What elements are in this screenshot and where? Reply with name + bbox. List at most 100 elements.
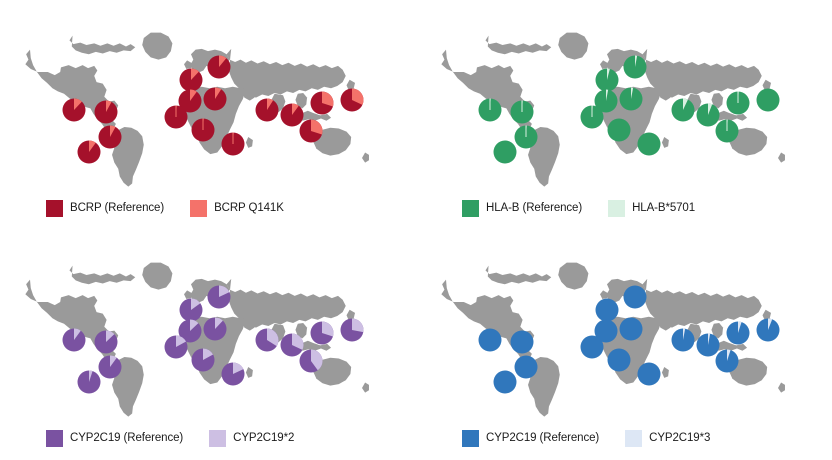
- legend-swatch-cyp2c19-2-reference: [46, 429, 63, 447]
- world-map-cyp2c19-3: [441, 262, 785, 417]
- landmass-path-6: [600, 290, 609, 299]
- landmass-path-4: [527, 356, 560, 417]
- map-container-cyp2c19-3: [416, 230, 832, 426]
- landmass-path-2: [142, 262, 173, 290]
- landmass-path-17: [242, 315, 256, 331]
- legend-entry-cyp2c19-2-variant: CYP2C19*2: [209, 429, 295, 447]
- landmass-path-6: [600, 60, 609, 69]
- legend-entry-hla-b-reference: HLA-B (Reference): [462, 199, 583, 217]
- landmass-path-16: [778, 152, 785, 163]
- world-map-cyp2c19-2: [25, 262, 369, 417]
- landmass-path-1: [69, 35, 136, 55]
- map-container-hla-b: [416, 0, 832, 196]
- world-map-hla-b: [441, 32, 785, 187]
- panel-bcrp: BCRP (Reference) BCRP Q141K: [0, 0, 416, 230]
- legend-swatch-cyp2c19-2-variant: [209, 429, 227, 447]
- landmass-path-14: [324, 330, 332, 341]
- landmass-path-0: [441, 49, 535, 126]
- landmass-path-4: [111, 356, 144, 417]
- legend-entry-hla-b-variant: HLA-B*5701: [608, 199, 696, 217]
- legend-swatch-hla-b-reference: [462, 199, 479, 217]
- legend-label-cyp2c19-3-variant: CYP2C19*3: [649, 432, 711, 444]
- landmass-path-16: [778, 382, 785, 393]
- landmass-path-5: [606, 48, 646, 73]
- landmass-path-12: [346, 309, 356, 321]
- landmass-path-12: [762, 79, 772, 91]
- landmass-path-15: [313, 357, 352, 386]
- legend-cyp2c19-3: CYP2C19 (Reference) CYP2C19*3: [416, 426, 832, 450]
- landmass-path-1: [485, 265, 552, 285]
- landmass-path-3: [517, 119, 532, 131]
- landmass-path-7: [184, 316, 246, 385]
- landmass-path-13: [714, 110, 748, 121]
- landmass-path-17: [242, 85, 256, 101]
- landmass-path-16: [362, 382, 369, 393]
- landmass-path-8: [661, 137, 669, 148]
- landmass-path-15: [729, 357, 768, 386]
- legend-swatch-cyp2c19-3-reference: [462, 429, 479, 447]
- landmass-path-2: [142, 32, 173, 60]
- landmass-path-8: [245, 137, 253, 148]
- landmass-path-3: [517, 349, 532, 361]
- landmass-path-11: [295, 322, 308, 339]
- legend-cyp2c19-2: CYP2C19 (Reference) CYP2C19*2: [0, 426, 416, 450]
- landmass-path-8: [661, 367, 669, 378]
- landmass-path-9: [642, 48, 762, 98]
- landmass-shapes: [25, 262, 369, 417]
- landmass-path-12: [346, 79, 356, 91]
- landmass-path-5: [190, 48, 230, 73]
- landmass-path-0: [441, 279, 535, 356]
- landmass-path-17: [658, 85, 672, 101]
- landmass-path-5: [606, 278, 646, 303]
- landmass-path-14: [324, 100, 332, 111]
- landmass-path-7: [600, 86, 662, 155]
- panel-cyp2c19-3: CYP2C19 (Reference) CYP2C19*3: [416, 230, 832, 460]
- landmass-path-13: [298, 110, 332, 121]
- landmass-path-14: [740, 330, 748, 341]
- landmass-path-15: [313, 127, 352, 156]
- legend-entry-cyp2c19-3-variant: CYP2C19*3: [625, 429, 711, 447]
- landmass-path-4: [111, 126, 144, 187]
- landmass-path-3: [101, 349, 116, 361]
- landmass-path-16: [362, 152, 369, 163]
- landmass-path-9: [226, 48, 346, 98]
- landmass-path-11: [295, 92, 308, 109]
- landmass-path-0: [25, 279, 119, 356]
- landmass-path-10: [687, 93, 702, 113]
- landmass-path-1: [69, 265, 136, 285]
- landmass-shapes: [25, 32, 369, 187]
- legend-swatch-cyp2c19-3-variant: [625, 429, 643, 447]
- legend-entry-bcrp-variant: BCRP Q141K: [190, 199, 284, 217]
- landmass-path-10: [687, 323, 702, 343]
- landmass-path-11: [711, 322, 724, 339]
- legend-hla-b: HLA-B (Reference) HLA-B*5701: [416, 196, 832, 220]
- landmass-path-3: [101, 119, 116, 131]
- landmass-path-1: [485, 35, 552, 55]
- legend-label-hla-b-reference: HLA-B (Reference): [486, 202, 583, 214]
- legend-entry-cyp2c19-2-reference: CYP2C19 (Reference): [46, 429, 184, 447]
- legend-swatch-bcrp-variant: [190, 199, 208, 217]
- panel-cyp2c19-2: CYP2C19 (Reference) CYP2C19*2: [0, 230, 416, 460]
- landmass-path-8: [245, 367, 253, 378]
- legend-label-cyp2c19-2-reference: CYP2C19 (Reference): [70, 432, 184, 444]
- landmass-path-2: [558, 32, 589, 60]
- landmass-path-13: [714, 340, 748, 351]
- landmass-path-7: [184, 86, 246, 155]
- landmass-path-12: [762, 309, 772, 321]
- legend-label-hla-b-variant: HLA-B*5701: [632, 202, 696, 214]
- legend-label-cyp2c19-2-variant: CYP2C19*2: [233, 432, 295, 444]
- landmass-path-5: [190, 278, 230, 303]
- landmass-path-10: [271, 93, 286, 113]
- legend-entry-cyp2c19-3-reference: CYP2C19 (Reference): [462, 429, 600, 447]
- legend-label-cyp2c19-3-reference: CYP2C19 (Reference): [486, 432, 600, 444]
- landmass-path-2: [558, 262, 589, 290]
- legend-label-bcrp-reference: BCRP (Reference): [70, 202, 165, 214]
- landmass-path-0: [25, 49, 119, 126]
- landmass-path-9: [226, 278, 346, 328]
- landmass-path-14: [740, 100, 748, 111]
- landmass-shapes: [441, 262, 785, 417]
- landmass-path-7: [600, 316, 662, 385]
- legend-label-bcrp-variant: BCRP Q141K: [214, 202, 284, 214]
- legend-swatch-hla-b-variant: [608, 199, 626, 217]
